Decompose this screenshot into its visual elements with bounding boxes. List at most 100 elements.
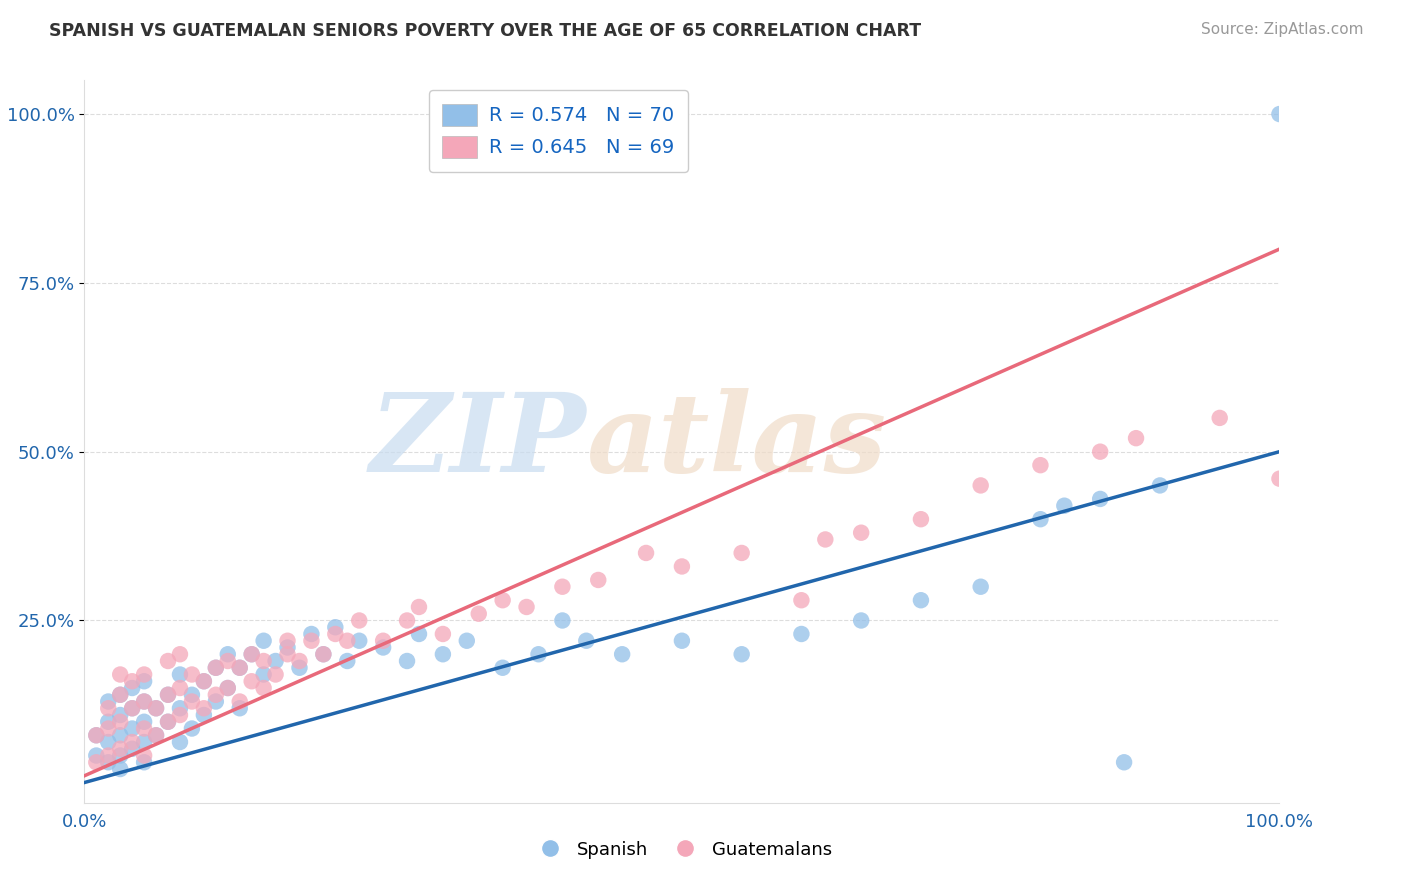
Point [193, 708, 215, 723]
Point [97, 714, 120, 729]
Point [396, 614, 419, 628]
Point [312, 647, 335, 661]
Point [1268, 472, 1291, 486]
Point [432, 647, 454, 661]
Point [181, 722, 204, 736]
Point [349, 633, 371, 648]
Text: Source: ZipAtlas.com: Source: ZipAtlas.com [1201, 22, 1364, 37]
Point [121, 741, 143, 756]
Point [217, 647, 239, 661]
Point [86, 728, 108, 742]
Text: atlas: atlas [586, 388, 887, 495]
Point [288, 654, 311, 668]
Point [1090, 491, 1112, 506]
Point [551, 580, 574, 594]
Point [575, 633, 598, 648]
Point [181, 667, 204, 681]
Point [110, 708, 132, 723]
Point [193, 701, 215, 715]
Point [253, 654, 276, 668]
Point [336, 654, 359, 668]
Point [110, 741, 132, 756]
Point [110, 714, 132, 729]
Point [240, 647, 263, 661]
Point [145, 728, 167, 742]
Point [193, 674, 215, 689]
Point [910, 512, 932, 526]
Point [264, 654, 287, 668]
Point [325, 627, 347, 641]
Point [277, 633, 299, 648]
Point [86, 728, 108, 742]
Point [588, 573, 610, 587]
Point [636, 546, 658, 560]
Point [1114, 756, 1136, 770]
Point [86, 748, 108, 763]
Point [1029, 512, 1052, 526]
Point [110, 688, 132, 702]
Point [145, 701, 167, 715]
Point [468, 607, 491, 621]
Point [1125, 431, 1147, 445]
Point [396, 654, 419, 668]
Point [814, 533, 837, 547]
Point [312, 647, 335, 661]
Point [110, 762, 132, 776]
Point [169, 708, 191, 723]
Point [373, 633, 395, 648]
Point [851, 614, 873, 628]
Point [229, 661, 252, 675]
Point [229, 694, 252, 708]
Point [157, 688, 180, 702]
Point [86, 756, 108, 770]
Point [527, 647, 550, 661]
Point [373, 640, 395, 655]
Point [492, 661, 515, 675]
Point [97, 748, 120, 763]
Point [492, 593, 515, 607]
Point [240, 647, 263, 661]
Point [731, 647, 754, 661]
Point [851, 525, 873, 540]
Point [121, 674, 143, 689]
Point [97, 701, 120, 715]
Point [157, 688, 180, 702]
Point [253, 667, 276, 681]
Point [516, 599, 538, 614]
Point [671, 633, 693, 648]
Point [110, 688, 132, 702]
Point [205, 661, 228, 675]
Point [181, 688, 204, 702]
Point [301, 633, 323, 648]
Point [217, 654, 239, 668]
Point [121, 722, 143, 736]
Point [157, 714, 180, 729]
Point [1209, 411, 1232, 425]
Point [121, 681, 143, 695]
Point [205, 661, 228, 675]
Point [432, 627, 454, 641]
Point [456, 633, 478, 648]
Point [1149, 478, 1171, 492]
Point [132, 694, 156, 708]
Point [157, 714, 180, 729]
Point [301, 627, 323, 641]
Point [110, 667, 132, 681]
Point [671, 559, 693, 574]
Point [169, 681, 191, 695]
Point [408, 627, 430, 641]
Point [110, 748, 132, 763]
Point [229, 701, 252, 715]
Point [145, 728, 167, 742]
Point [169, 647, 191, 661]
Legend: Spanish, Guatemalans: Spanish, Guatemalans [524, 834, 839, 866]
Point [408, 599, 430, 614]
Point [132, 714, 156, 729]
Point [132, 694, 156, 708]
Point [277, 640, 299, 655]
Point [110, 728, 132, 742]
Point [229, 661, 252, 675]
Point [336, 633, 359, 648]
Point [731, 546, 754, 560]
Point [217, 681, 239, 695]
